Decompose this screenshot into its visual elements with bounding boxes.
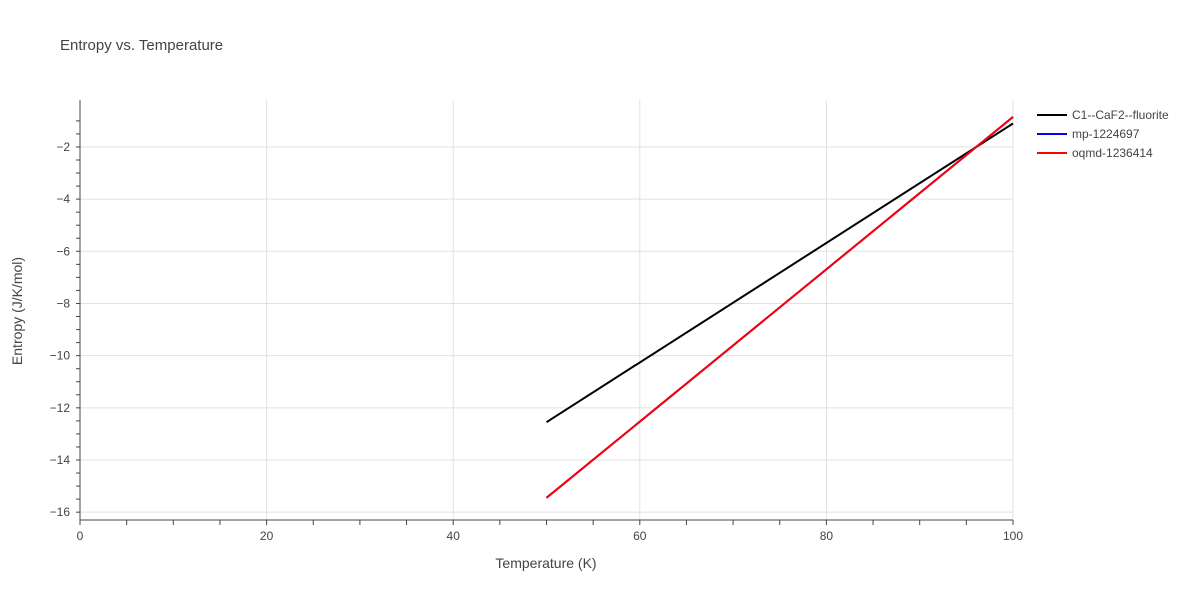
axis-layer: 0 20 40 60 80 100 −16 −14 −12 −10 −8 −6 −4 −2 bbox=[50, 100, 1023, 543]
chart-title: Entropy vs. Temperature bbox=[60, 37, 223, 54]
x-tick-label: 80 bbox=[820, 529, 834, 543]
y-tick-label: −10 bbox=[50, 349, 71, 363]
legend-item[interactable]: oqmd-1236414 bbox=[1037, 146, 1153, 160]
y-tick-label: −2 bbox=[56, 140, 70, 154]
legend-label: mp-1224697 bbox=[1072, 127, 1140, 141]
x-tick-label: 20 bbox=[260, 529, 274, 543]
legend-item[interactable]: C1--CaF2--fluorite bbox=[1037, 108, 1169, 122]
series-line bbox=[545, 122, 1014, 424]
series-layer bbox=[545, 116, 1014, 499]
legend-label: C1--CaF2--fluorite bbox=[1072, 108, 1169, 122]
x-axis-title: Temperature (K) bbox=[495, 555, 596, 571]
y-axis-title: Entropy (J/K/mol) bbox=[9, 257, 25, 365]
y-tick-label: −6 bbox=[56, 244, 70, 258]
x-tick-label: 40 bbox=[447, 529, 461, 543]
y-tick-label: −4 bbox=[56, 192, 70, 206]
legend-label: oqmd-1236414 bbox=[1072, 146, 1153, 160]
legend: C1--CaF2--fluorite mp-1224697 oqmd-1236414 bbox=[1037, 108, 1169, 160]
x-tick-label: 60 bbox=[633, 529, 647, 543]
y-tick-label: −12 bbox=[50, 401, 71, 415]
x-tick-label: 0 bbox=[77, 529, 84, 543]
y-tick-label: −16 bbox=[50, 505, 71, 519]
legend-item[interactable]: mp-1224697 bbox=[1037, 127, 1140, 141]
x-tick-label: 100 bbox=[1003, 529, 1023, 543]
y-tick-label: −8 bbox=[56, 296, 70, 310]
y-tick-label: −14 bbox=[50, 453, 71, 467]
grid-layer bbox=[80, 100, 1014, 520]
series-line bbox=[545, 116, 1014, 499]
